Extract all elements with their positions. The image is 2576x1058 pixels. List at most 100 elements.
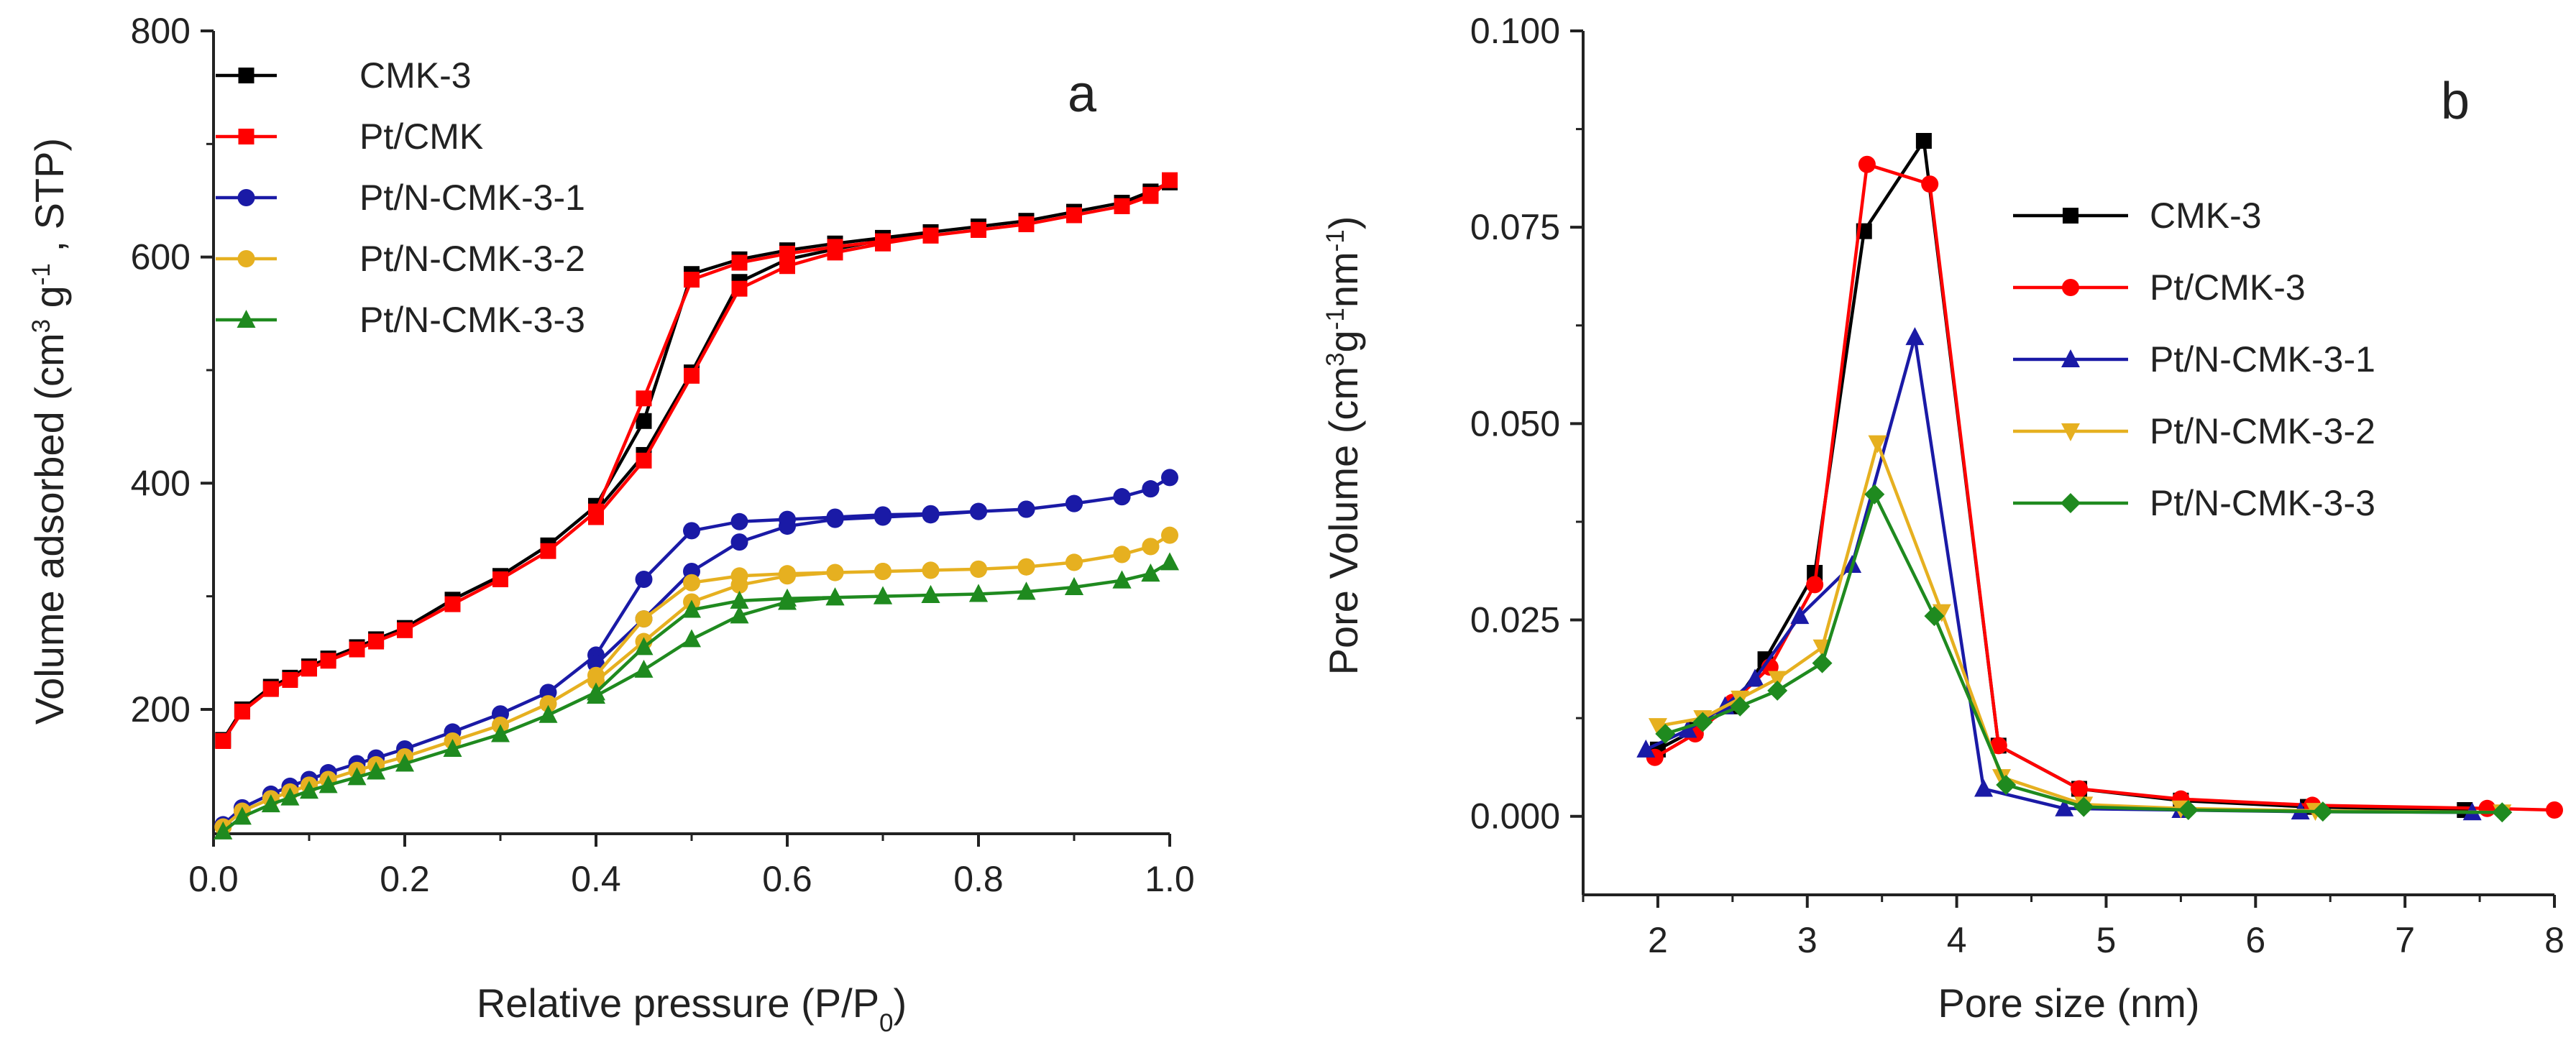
y-tick-label: 800 xyxy=(131,11,191,51)
legend-label: Pt/N-CMK-3-2 xyxy=(2150,411,2375,451)
y-tick-label: 200 xyxy=(131,689,191,730)
axis-title-script: 0 xyxy=(879,1009,893,1037)
data-point xyxy=(682,599,701,618)
legend-marker xyxy=(2061,493,2081,513)
data-point xyxy=(1161,469,1178,487)
data-point xyxy=(779,258,795,275)
y-tick-label: 0.050 xyxy=(1470,403,1560,443)
x-tick-label: 1.0 xyxy=(1145,859,1195,899)
legend-marker xyxy=(2061,349,2080,367)
series-pt-n-cmk-3-2 xyxy=(1648,435,2512,823)
data-point xyxy=(1767,680,1788,701)
x-tick-label: 8 xyxy=(2544,920,2564,960)
x-tick-label: 0.6 xyxy=(762,859,812,899)
series-cmk-3 xyxy=(1649,132,2473,818)
data-point xyxy=(1142,480,1160,498)
data-point xyxy=(282,672,298,689)
data-point xyxy=(825,587,845,606)
data-point xyxy=(1768,671,1787,689)
data-point xyxy=(683,522,700,540)
legend-marker xyxy=(237,189,255,206)
data-point xyxy=(730,533,748,551)
data-point xyxy=(1806,576,1824,594)
data-point xyxy=(970,502,987,520)
data-point xyxy=(2071,780,2089,798)
data-point xyxy=(1113,488,1131,506)
data-point xyxy=(397,622,413,638)
data-point xyxy=(2178,799,2199,820)
data-point xyxy=(444,596,461,612)
data-point xyxy=(214,821,233,840)
data-point xyxy=(215,732,232,749)
x-axis-title: Relative pressure (P/P0) xyxy=(477,980,907,1037)
data-point xyxy=(2073,796,2094,817)
data-point xyxy=(730,512,748,530)
y-tick-label: 600 xyxy=(131,237,191,277)
data-point xyxy=(1905,327,1925,346)
data-point xyxy=(874,563,891,581)
data-point xyxy=(1655,723,1676,744)
data-point xyxy=(827,244,843,261)
legend-entry: Pt/N-CMK-3-2 xyxy=(216,239,585,279)
data-point xyxy=(349,641,365,658)
legend-entry: Pt/CMK xyxy=(216,116,483,157)
data-point xyxy=(539,695,557,713)
data-point xyxy=(1017,558,1035,576)
data-point xyxy=(1812,653,1833,673)
data-point xyxy=(922,227,939,244)
legend-entry: CMK-3 xyxy=(2013,196,2262,236)
data-point xyxy=(826,510,844,528)
series-line xyxy=(1664,492,2503,814)
data-point xyxy=(779,245,795,262)
x-tick-label: 0.4 xyxy=(571,859,621,899)
data-point xyxy=(1065,553,1083,571)
data-point xyxy=(970,560,987,578)
data-point xyxy=(635,610,653,628)
data-point xyxy=(300,781,318,799)
data-point xyxy=(684,367,700,384)
data-point xyxy=(875,235,891,252)
axis-title-part: g xyxy=(27,285,72,319)
x-tick-label: 0.0 xyxy=(188,859,239,899)
data-point xyxy=(1932,604,1951,622)
legend-entry: Pt/CMK-3 xyxy=(2013,267,2306,308)
data-point xyxy=(1065,577,1083,596)
legend-entry: Pt/N-CMK-3-1 xyxy=(216,178,585,218)
x-tick-label: 7 xyxy=(2395,920,2415,960)
axis-title-part: ) xyxy=(1321,216,1366,230)
y-tick-label: 0.025 xyxy=(1470,600,1560,640)
data-point xyxy=(1924,606,1945,627)
data-point xyxy=(636,390,652,407)
data-point xyxy=(1113,546,1131,564)
axis-title-script: -1 xyxy=(1321,308,1349,330)
data-point xyxy=(636,452,652,469)
data-point xyxy=(1678,719,1697,738)
legend-marker xyxy=(237,310,256,328)
axis-title-script: -1 xyxy=(1321,229,1349,252)
legend-entry: CMK-3 xyxy=(216,55,472,96)
x-tick-label: 2 xyxy=(1648,920,1668,960)
data-point xyxy=(684,272,700,288)
data-point xyxy=(779,567,796,585)
data-point xyxy=(922,561,940,579)
data-point xyxy=(1648,718,1667,737)
data-point xyxy=(1017,500,1035,518)
axis-title-part: Pore Volume (cm xyxy=(1321,367,1366,676)
legend-label: CMK-3 xyxy=(2150,196,2262,236)
data-point xyxy=(1141,564,1160,582)
data-point xyxy=(318,775,338,794)
series-pt-n-cmk-3-3 xyxy=(1655,484,2513,823)
data-point xyxy=(261,794,280,813)
series-line xyxy=(1645,335,2472,814)
legend-label: Pt/N-CMK-3-3 xyxy=(359,300,585,340)
series-line xyxy=(1656,139,2465,812)
x-tick-label: 0.8 xyxy=(953,859,1004,899)
axis-title-part: Volume adsorbed (cm xyxy=(27,333,72,724)
y-tick-label: 0.000 xyxy=(1470,796,1560,837)
x-tick-label: 4 xyxy=(1947,920,1967,960)
data-point xyxy=(1868,435,1887,454)
data-point xyxy=(1921,175,1939,193)
data-point xyxy=(730,605,749,624)
y-axis-title: Pore Volume (cm3g-1nm-1) xyxy=(1321,216,1366,676)
data-point xyxy=(587,686,605,704)
